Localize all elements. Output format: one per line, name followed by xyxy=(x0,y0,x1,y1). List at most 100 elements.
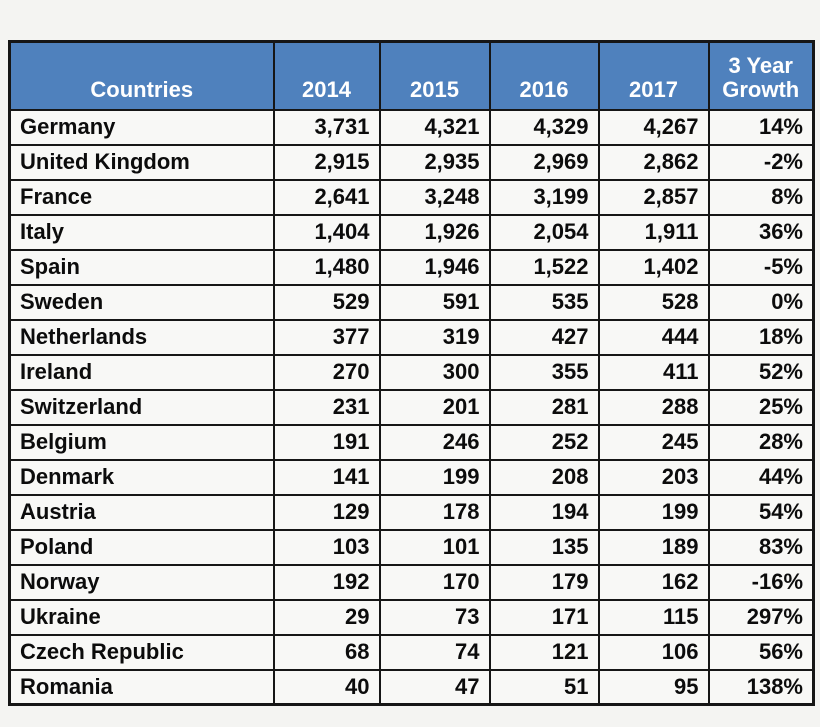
cell-y2014: 141 xyxy=(272,458,381,496)
cell-y2016: 1,522 xyxy=(488,248,600,286)
table-row: Norway 192 170 179 162 -16% xyxy=(8,563,815,601)
cell-y2016: 252 xyxy=(488,423,600,461)
cell-y2017: 288 xyxy=(597,388,710,426)
cell-y2016: 179 xyxy=(488,563,600,601)
table-row: Belgium 191 246 252 245 28% xyxy=(8,423,815,461)
table: Countries 2014 2015 2016 2017 3 Year Gro… xyxy=(8,40,815,706)
cell-y2015: 246 xyxy=(378,423,491,461)
cell-y2016: 2,054 xyxy=(488,213,600,251)
header-countries: Countries xyxy=(8,40,275,111)
cell-y2017: 411 xyxy=(597,353,710,391)
cell-y2017: 189 xyxy=(597,528,710,566)
cell-y2015: 3,248 xyxy=(378,178,491,216)
cell-growth: 36% xyxy=(707,213,815,251)
cell-growth: 25% xyxy=(707,388,815,426)
cell-y2014: 1,480 xyxy=(272,248,381,286)
cell-growth: 297% xyxy=(707,598,815,636)
cell-y2015: 47 xyxy=(378,668,491,706)
cell-growth: -16% xyxy=(707,563,815,601)
cell-country: Sweden xyxy=(8,283,275,321)
table-header: Countries 2014 2015 2016 2017 3 Year Gro… xyxy=(8,40,815,111)
cell-country: Austria xyxy=(8,493,275,531)
cell-growth: -2% xyxy=(707,143,815,181)
cell-y2017: 199 xyxy=(597,493,710,531)
cell-y2016: 427 xyxy=(488,318,600,356)
cell-y2014: 3,731 xyxy=(272,108,381,146)
cell-y2017: 2,862 xyxy=(597,143,710,181)
table-row: Austria 129 178 194 199 54% xyxy=(8,493,815,531)
cell-y2015: 2,935 xyxy=(378,143,491,181)
cell-y2017: 106 xyxy=(597,633,710,671)
cell-y2014: 191 xyxy=(272,423,381,461)
cell-y2015: 300 xyxy=(378,353,491,391)
cell-y2017: 528 xyxy=(597,283,710,321)
cell-y2016: 208 xyxy=(488,458,600,496)
cell-y2015: 4,321 xyxy=(378,108,491,146)
cell-country: Ireland xyxy=(8,353,275,391)
header-2016: 2016 xyxy=(488,40,600,111)
cell-y2015: 201 xyxy=(378,388,491,426)
cell-y2014: 29 xyxy=(272,598,381,636)
cell-y2015: 178 xyxy=(378,493,491,531)
table-row: Czech Republic 68 74 121 106 56% xyxy=(8,633,815,671)
cell-y2015: 73 xyxy=(378,598,491,636)
cell-y2014: 68 xyxy=(272,633,381,671)
cell-growth: 44% xyxy=(707,458,815,496)
cell-y2014: 2,915 xyxy=(272,143,381,181)
table-row: Denmark 141 199 208 203 44% xyxy=(8,458,815,496)
cell-country: Denmark xyxy=(8,458,275,496)
cell-y2015: 170 xyxy=(378,563,491,601)
cell-country: Poland xyxy=(8,528,275,566)
table-row: Sweden 529 591 535 528 0% xyxy=(8,283,815,321)
cell-y2016: 4,329 xyxy=(488,108,600,146)
cell-y2014: 270 xyxy=(272,353,381,391)
cell-country: Belgium xyxy=(8,423,275,461)
cell-y2017: 1,911 xyxy=(597,213,710,251)
cell-y2017: 203 xyxy=(597,458,710,496)
cell-y2015: 591 xyxy=(378,283,491,321)
cell-country: Switzerland xyxy=(8,388,275,426)
cell-growth: 28% xyxy=(707,423,815,461)
cell-country: Romania xyxy=(8,668,275,706)
cell-growth: 8% xyxy=(707,178,815,216)
table-row: France 2,641 3,248 3,199 2,857 8% xyxy=(8,178,815,216)
cell-y2017: 4,267 xyxy=(597,108,710,146)
cell-y2016: 194 xyxy=(488,493,600,531)
cell-growth: 0% xyxy=(707,283,815,321)
cell-country: Czech Republic xyxy=(8,633,275,671)
cell-y2014: 1,404 xyxy=(272,213,381,251)
cell-country: Italy xyxy=(8,213,275,251)
cell-y2016: 135 xyxy=(488,528,600,566)
cell-country: Spain xyxy=(8,248,275,286)
cell-growth: 52% xyxy=(707,353,815,391)
cell-y2016: 121 xyxy=(488,633,600,671)
cell-country: Netherlands xyxy=(8,318,275,356)
cell-y2015: 1,926 xyxy=(378,213,491,251)
cell-country: Norway xyxy=(8,563,275,601)
cell-y2017: 444 xyxy=(597,318,710,356)
cell-y2016: 535 xyxy=(488,283,600,321)
header-2014: 2014 xyxy=(272,40,381,111)
cell-y2014: 103 xyxy=(272,528,381,566)
cell-y2014: 529 xyxy=(272,283,381,321)
cell-growth: 83% xyxy=(707,528,815,566)
cell-y2016: 3,199 xyxy=(488,178,600,216)
cell-y2015: 101 xyxy=(378,528,491,566)
cell-y2016: 281 xyxy=(488,388,600,426)
header-3-year-growth: 3 Year Growth xyxy=(707,40,815,111)
cell-growth: 56% xyxy=(707,633,815,671)
cell-y2016: 171 xyxy=(488,598,600,636)
table-row: Poland 103 101 135 189 83% xyxy=(8,528,815,566)
table-row: Ukraine 29 73 171 115 297% xyxy=(8,598,815,636)
cell-y2015: 319 xyxy=(378,318,491,356)
table-row: Italy 1,404 1,926 2,054 1,911 36% xyxy=(8,213,815,251)
cell-country: France xyxy=(8,178,275,216)
table-row: United Kingdom 2,915 2,935 2,969 2,862 -2% xyxy=(8,143,815,181)
cell-growth: 14% xyxy=(707,108,815,146)
header-row: Countries 2014 2015 2016 2017 3 Year Gro… xyxy=(8,40,815,111)
cell-y2014: 192 xyxy=(272,563,381,601)
cell-y2016: 51 xyxy=(488,668,600,706)
cell-y2015: 74 xyxy=(378,633,491,671)
cell-y2014: 40 xyxy=(272,668,381,706)
header-2017: 2017 xyxy=(597,40,710,111)
